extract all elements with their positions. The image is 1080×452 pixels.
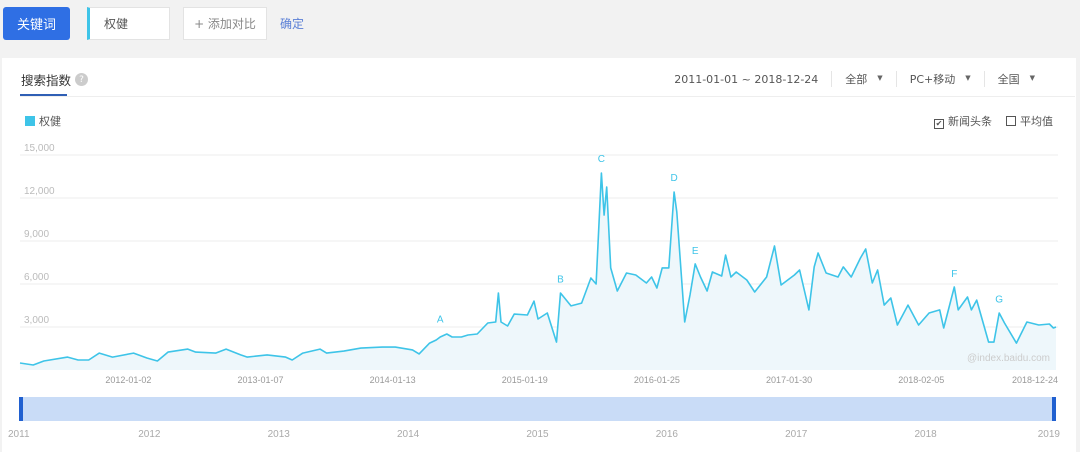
annotation-e: E	[692, 246, 699, 257]
tab-underline	[20, 94, 67, 96]
legend-label: 权健	[39, 115, 61, 128]
checkbox-empty-icon	[1006, 116, 1016, 126]
y-tick-label: 9,000	[24, 229, 49, 240]
keyword-input[interactable]: 权健	[87, 7, 170, 40]
navigator-left-handle[interactable]	[19, 397, 23, 421]
caret-down-icon: ▼	[1029, 74, 1035, 82]
y-tick-label: 12,000	[24, 186, 55, 197]
caret-down-icon: ▼	[965, 74, 971, 82]
navigator-year-label: 2013	[268, 429, 291, 440]
x-tick-label: 2012-01-02	[105, 375, 151, 385]
checkbox-checked-icon: ✔	[934, 118, 944, 129]
region-select[interactable]: 全国 ▼	[983, 71, 1048, 87]
annotation-c: C	[598, 154, 605, 165]
news-checkbox[interactable]: ✔ 新闻头条	[934, 113, 992, 129]
chart-card	[2, 58, 1076, 452]
chart-options: ✔ 新闻头条 平均值	[934, 113, 1053, 129]
region-value: 全国	[997, 73, 1020, 86]
x-tick-label: 2018-12-24	[1012, 375, 1058, 385]
source-value: 全部	[845, 73, 868, 86]
navigator-year-label: 2016	[656, 429, 679, 440]
navigator-year-label: 2017	[785, 429, 808, 440]
date-range: 2011-01-01 ~ 2018-12-24	[674, 72, 819, 86]
navigator-right-handle[interactable]	[1052, 397, 1056, 421]
x-tick-label: 2014-01-13	[370, 375, 416, 385]
tab-label: 搜索指数	[21, 73, 72, 88]
confirm-link[interactable]: 确定	[280, 17, 305, 31]
annotation-f: F	[951, 269, 957, 280]
device-select[interactable]: PC+移动 ▼	[895, 71, 984, 87]
average-label: 平均值	[1020, 115, 1053, 128]
navigator-year-label: 2011	[8, 429, 30, 440]
annotation-g: G	[995, 295, 1003, 306]
device-value: PC+移动	[909, 73, 956, 86]
caret-down-icon: ▼	[877, 74, 883, 82]
x-tick-label: 2018-02-05	[898, 375, 944, 385]
tab-search-index[interactable]: 搜索指数?	[21, 70, 89, 89]
y-tick-label: 3,000	[24, 315, 49, 326]
source-select[interactable]: 全部 ▼	[831, 71, 895, 87]
keyword-value: 权健	[104, 17, 129, 31]
help-icon[interactable]: ?	[75, 73, 89, 86]
y-tick-label: 6,000	[24, 272, 49, 283]
add-compare-button[interactable]: + 添加对比	[183, 7, 267, 40]
chart-legend[interactable]: 权健	[25, 113, 61, 129]
x-tick-label: 2013-01-07	[237, 375, 283, 385]
navigator-year-label: 2014	[397, 429, 420, 440]
y-tick-label: 15,000	[24, 143, 55, 154]
average-checkbox[interactable]: 平均值	[1006, 113, 1053, 129]
navigator-selection	[20, 397, 1055, 421]
navigator-year-label: 2012	[138, 429, 161, 440]
area-fill	[20, 173, 1056, 370]
keyword-button[interactable]: 关键词	[3, 7, 70, 40]
navigator-year-label: 2018	[915, 429, 938, 440]
legend-swatch	[25, 116, 35, 126]
date-range-picker[interactable]: 2011-01-01 ~ 2018-12-24	[661, 73, 831, 86]
x-tick-label: 2017-01-30	[766, 375, 812, 385]
series-line	[19, 172, 1057, 366]
x-tick-label: 2016-01-25	[634, 375, 680, 385]
x-tick-label: 2015-01-19	[502, 375, 548, 385]
watermark: @index.baidu.com	[967, 353, 1050, 364]
navigator-year-label: 2015	[526, 429, 549, 440]
annotation-d: D	[670, 173, 677, 184]
navigator-year-label: 2019	[1038, 429, 1061, 440]
filter-bar: 2011-01-01 ~ 2018-12-24 全部 ▼ PC+移动 ▼ 全国 ▼	[661, 71, 1048, 87]
annotation-b: B	[557, 275, 564, 286]
divider	[20, 96, 1075, 97]
news-label: 新闻头条	[948, 115, 992, 128]
annotation-a: A	[437, 315, 444, 326]
